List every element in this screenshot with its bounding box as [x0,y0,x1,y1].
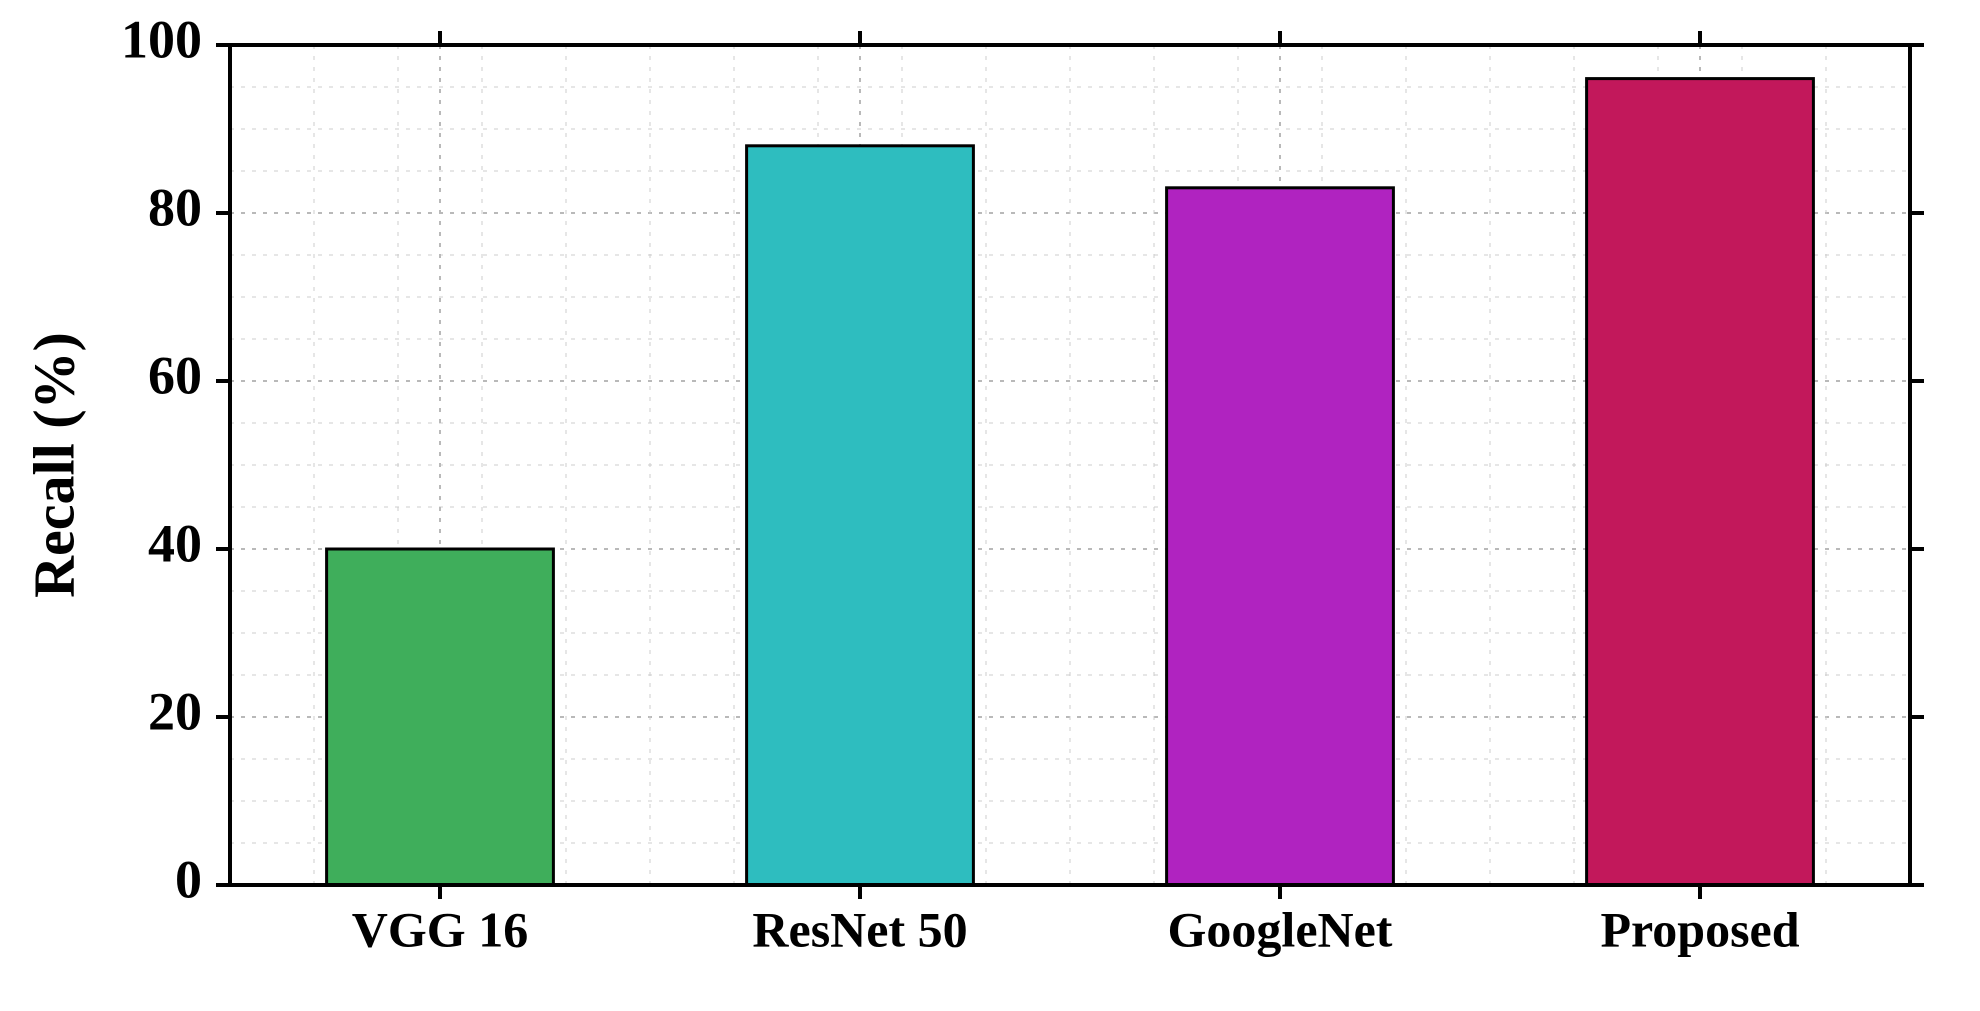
y-tick-label: 80 [148,177,202,237]
bar-1 [747,146,974,885]
bar-2 [1167,188,1394,885]
y-tick-label: 20 [148,681,202,741]
x-tick-label: GoogleNet [1168,902,1393,958]
y-tick-label: 40 [148,513,202,573]
bar-3 [1587,79,1814,885]
y-tick-label: 0 [175,849,202,909]
bar-0 [327,549,554,885]
x-tick-label: VGG 16 [352,902,528,958]
x-tick-label: Proposed [1600,902,1799,958]
bar-chart: 0 20 40 60 80 100 VGG 16 ResNet 50 GoogleNet Prop… [0,0,1980,1011]
chart-svg: 0 20 40 60 80 100 VGG 16 ResNet 50 GoogleNet Prop… [0,0,1980,1011]
x-tick-label: ResNet 50 [752,902,967,958]
y-axis-label: Recall (%) [21,332,86,598]
y-tick-label: 60 [148,345,202,405]
y-tick-label: 100 [121,9,202,69]
